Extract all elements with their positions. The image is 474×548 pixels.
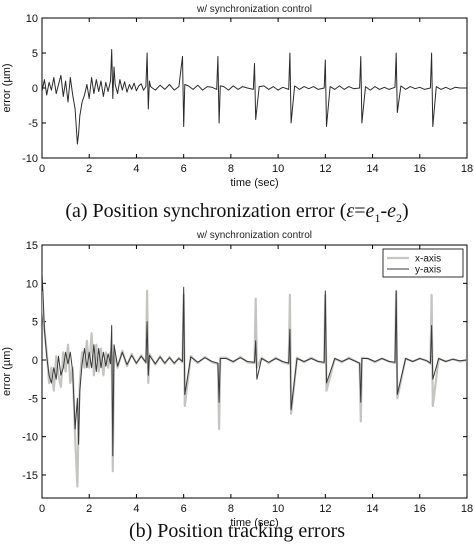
x-tick-label: 12 xyxy=(319,503,331,515)
y-tick-label: 0 xyxy=(32,83,38,95)
y-tick-label: 15 xyxy=(26,240,38,252)
plot-tracking-errors: w/ synchronization control 0 2 4 6 8 10 12 14 16 1… xyxy=(1,230,473,529)
y-tick-label: 5 xyxy=(32,317,38,329)
legend-label-x-axis: x-axis xyxy=(415,254,441,265)
legend-box xyxy=(382,248,464,278)
series-line-y-axis xyxy=(42,271,467,457)
plot-synchronization-error: w/ synchronization control 0 2 4 6 8 10 12 14 16 1… xyxy=(1,4,473,189)
x-tick-label: 14 xyxy=(366,163,378,175)
y-tick-label: -10 xyxy=(22,432,38,444)
x-tick-label: 6 xyxy=(181,163,187,175)
y-tick-label: 10 xyxy=(26,13,38,25)
x-tick-label: 18 xyxy=(461,163,473,175)
caption-b: (b) Position tracking errors xyxy=(128,520,346,542)
y-tick-label: 0 xyxy=(32,355,38,367)
x-tick-label: 16 xyxy=(414,163,426,175)
x-tick-label: 2 xyxy=(86,503,92,515)
x-tick-label: 4 xyxy=(133,163,139,175)
x-tick-label: 14 xyxy=(366,503,378,515)
y-tick-label: -15 xyxy=(22,470,38,482)
x-tick-label: 8 xyxy=(228,163,234,175)
legend-label-y-axis: y-axis xyxy=(415,265,441,276)
y-tick-label: -5 xyxy=(28,118,38,130)
x-tick-label: 8 xyxy=(228,503,234,515)
x-tick-label: 6 xyxy=(181,503,187,515)
x-tick-label: 4 xyxy=(133,503,139,515)
y-tick-label: 5 xyxy=(32,48,38,60)
x-axis-label: time (sec) xyxy=(230,177,278,189)
y-tick-label: 10 xyxy=(26,278,38,290)
x-tick-label: 2 xyxy=(86,163,92,175)
x-tick-label: 12 xyxy=(319,163,331,175)
series-line-error xyxy=(42,49,467,145)
x-tick-label: 10 xyxy=(272,503,284,515)
y-tick-label: -5 xyxy=(28,393,38,405)
y-tick-label: -10 xyxy=(22,153,38,165)
plot-title: w/ synchronization control xyxy=(196,4,312,15)
y-axis-label: error (µm) xyxy=(1,347,13,396)
x-tick-label: 18 xyxy=(461,503,473,515)
x-tick-label: 10 xyxy=(272,163,284,175)
x-tick-label: 16 xyxy=(414,503,426,515)
x-axis-label: time (sec) xyxy=(230,517,278,529)
y-axis-label: error (µm) xyxy=(1,63,13,112)
plot-title: w/ synchronization control xyxy=(196,230,312,241)
x-tick-label: 0 xyxy=(39,163,45,175)
x-tick-label: 0 xyxy=(39,503,45,515)
caption-a: (a) Position synchronization error (ε=e1… xyxy=(65,200,409,225)
